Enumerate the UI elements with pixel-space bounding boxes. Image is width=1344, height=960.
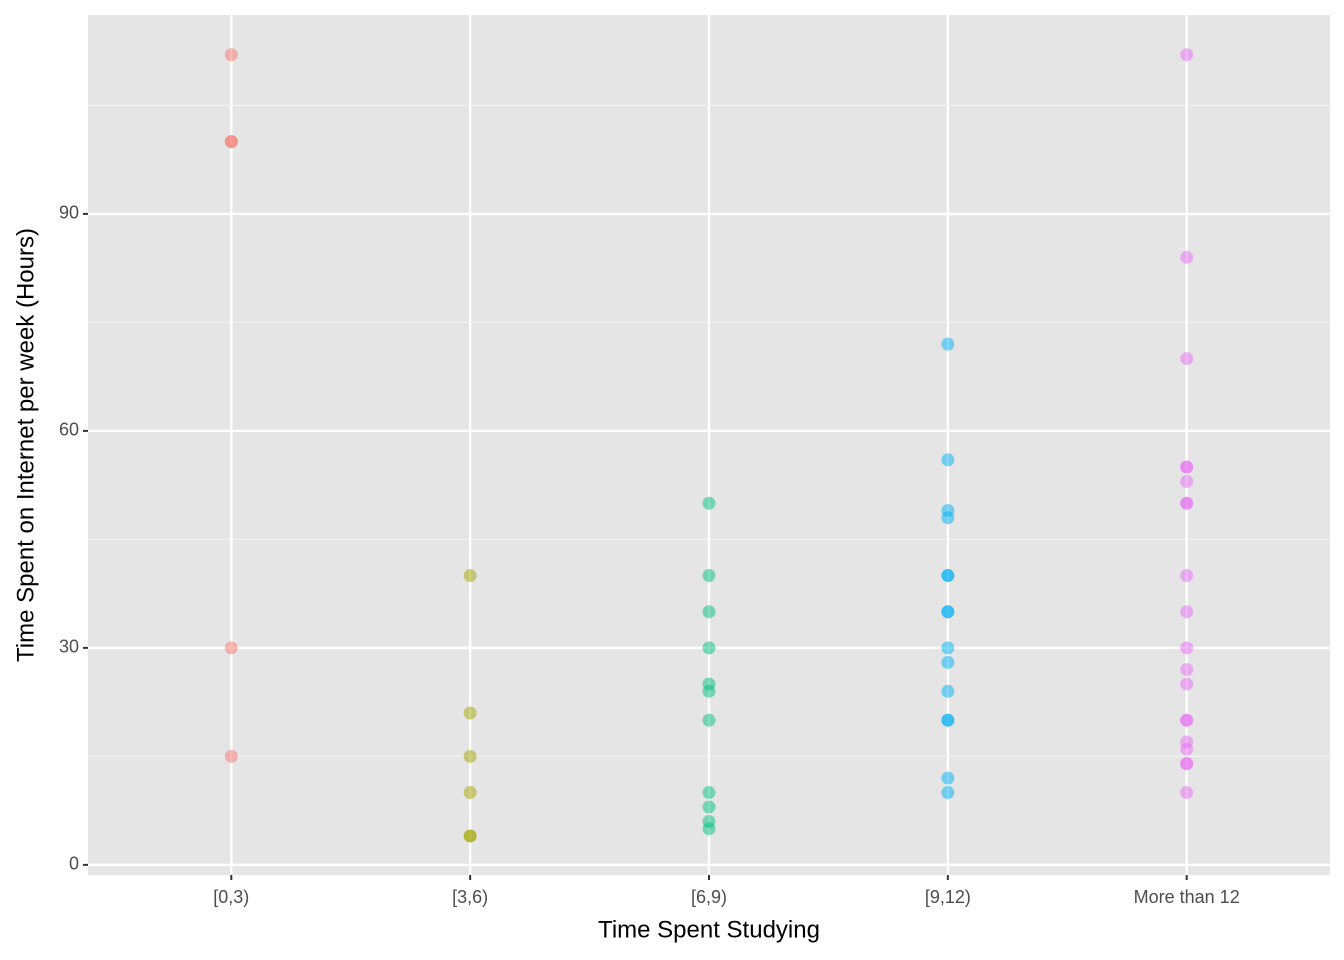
point [1180,460,1194,474]
point [1180,742,1194,756]
point [1180,605,1194,619]
point [941,786,955,800]
x-axis-title: Time Spent Studying [598,916,820,943]
point [463,569,477,583]
point [463,786,477,800]
point [1180,48,1194,62]
point [1180,641,1194,655]
point [941,771,955,785]
point [1180,677,1194,691]
point [463,829,477,843]
point [941,511,955,525]
point [702,605,716,619]
point [702,496,716,510]
point [1180,757,1194,771]
point [941,337,955,351]
y-tick-label: 0 [69,854,79,874]
point [702,641,716,655]
point [1180,496,1194,510]
point [702,822,716,836]
point [463,706,477,720]
point [941,605,955,619]
point [1180,786,1194,800]
point [941,684,955,698]
point [1180,713,1194,727]
y-tick-label: 60 [59,420,79,440]
point [1180,250,1194,264]
point [702,800,716,814]
point [941,641,955,655]
point [1180,569,1194,583]
x-tick-label: More than 12 [1134,887,1240,907]
point [941,713,955,727]
point [702,569,716,583]
point [1180,475,1194,489]
x-tick-label: [6,9) [691,887,727,907]
point [941,569,955,583]
y-axis-title: Time Spent on Internet per week (Hours) [12,228,39,662]
point [224,135,238,149]
point [702,786,716,800]
point [941,655,955,669]
point [1180,663,1194,677]
point [224,641,238,655]
point [463,749,477,763]
point [941,453,955,467]
point [702,684,716,698]
point [224,749,238,763]
x-tick-label: [9,12) [925,887,971,907]
point [702,713,716,727]
y-tick-label: 90 [59,203,79,223]
y-tick-label: 30 [59,637,79,657]
point [1180,352,1194,366]
point [224,48,238,62]
x-tick-label: [0,3) [213,887,249,907]
x-tick-label: [3,6) [452,887,488,907]
